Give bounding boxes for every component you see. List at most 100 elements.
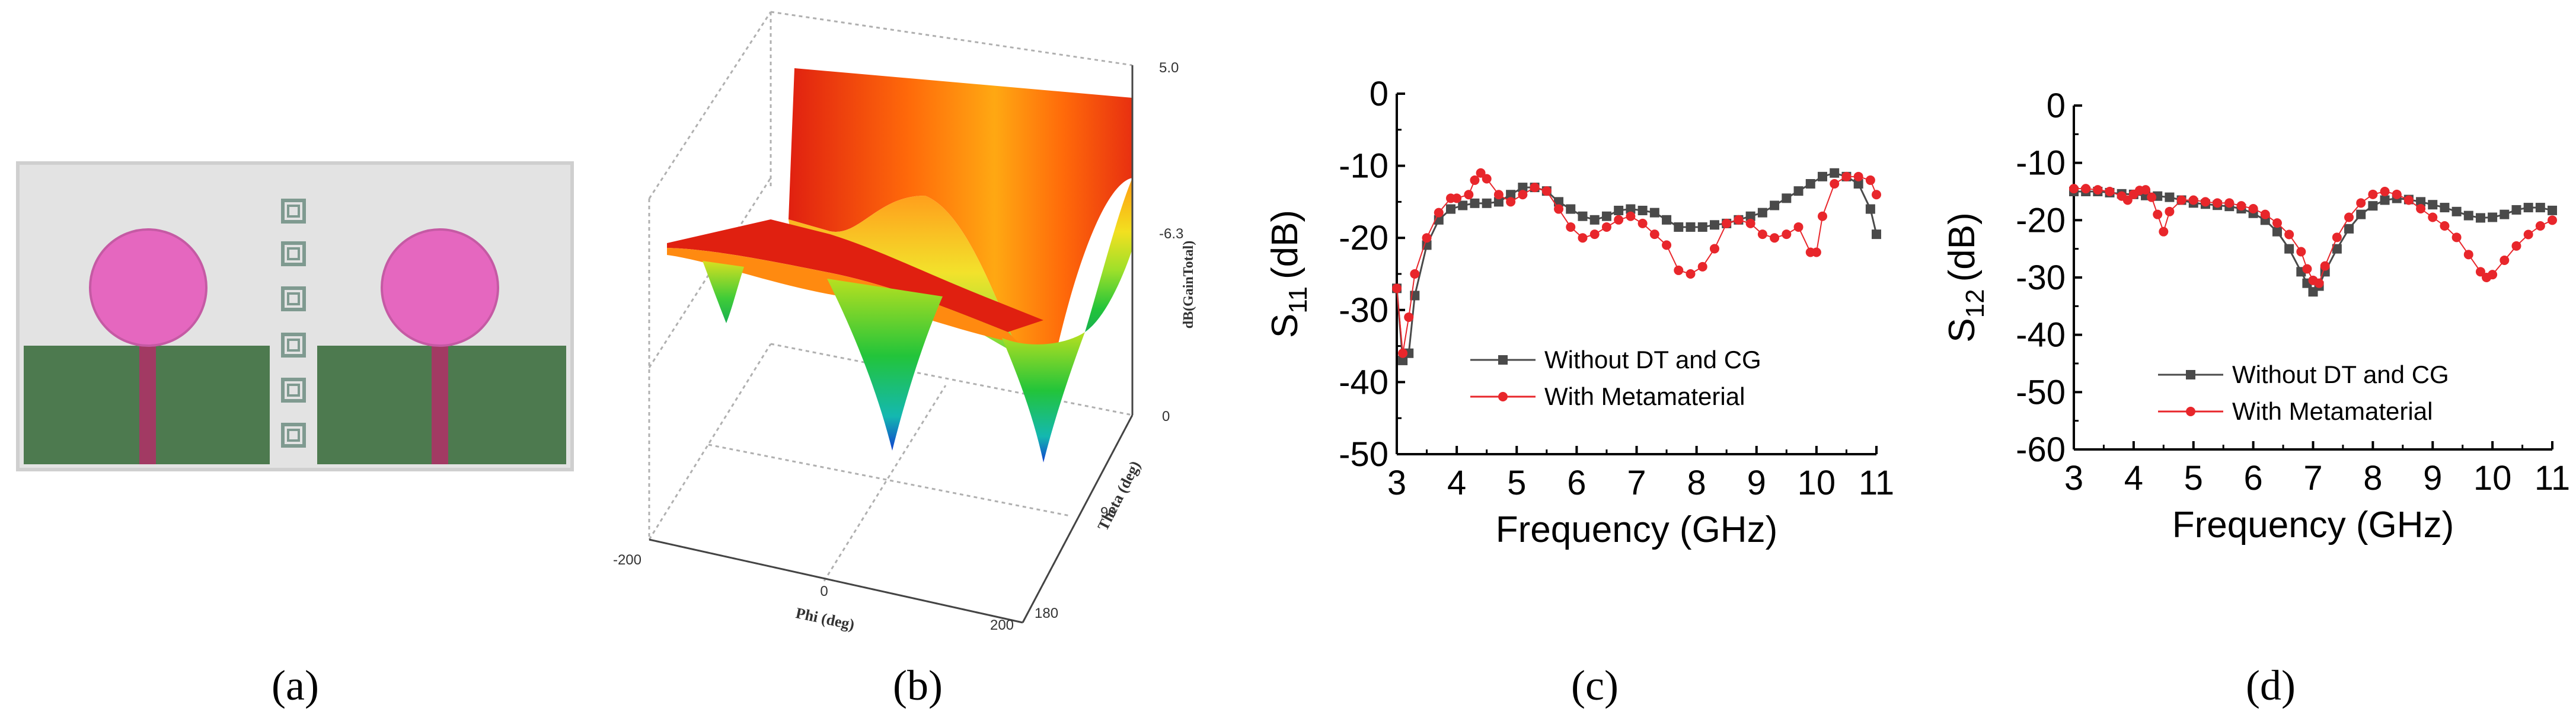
z-tick-label: 5.0 xyxy=(1159,60,1179,76)
data-point xyxy=(1686,222,1696,232)
data-point xyxy=(1649,229,1659,240)
surface-valley-right xyxy=(1002,332,1085,462)
x-tick-label: 3 xyxy=(1387,464,1406,502)
panel-label-a: (a) xyxy=(272,662,319,709)
metamaterial-cell xyxy=(281,333,306,358)
y-axis-title-subscript: 11 xyxy=(1284,286,1313,314)
legend-label: Without DT and CG xyxy=(2232,360,2449,388)
legend-marker xyxy=(2186,370,2195,379)
data-point xyxy=(1697,222,1707,232)
x-tick-label: 7 xyxy=(1627,464,1646,502)
data-point xyxy=(1458,200,1468,210)
data-point xyxy=(2332,232,2342,243)
data-point xyxy=(1686,269,1696,279)
data-point xyxy=(2463,210,2473,221)
y-tick-label: -40 xyxy=(1339,363,1388,401)
circular-patch-left xyxy=(89,228,208,347)
data-point xyxy=(2500,256,2510,265)
data-point xyxy=(1853,171,1863,181)
data-point xyxy=(1853,179,1863,189)
data-point xyxy=(2284,229,2294,240)
data-point xyxy=(1662,240,1672,250)
x-tick-label: 11 xyxy=(1859,464,1894,502)
data-point xyxy=(1398,355,1408,365)
data-point xyxy=(1566,204,1576,214)
y-tick-label: 90 xyxy=(1100,505,1116,521)
data-point xyxy=(2535,221,2545,231)
data-point xyxy=(1566,222,1576,232)
data-point xyxy=(1589,229,1600,240)
x-tick-label: 4 xyxy=(2124,459,2143,497)
data-point xyxy=(2535,203,2545,213)
data-point xyxy=(1817,171,1827,181)
data-point xyxy=(2428,212,2438,222)
y-axis-line xyxy=(1022,414,1134,623)
data-point xyxy=(2344,224,2354,234)
data-point xyxy=(2320,261,2330,271)
antenna-layout-diagram: (a) xyxy=(16,161,574,709)
legend-label: With Metamaterial xyxy=(2232,397,2433,425)
legend-marker xyxy=(1498,355,1508,365)
data-point xyxy=(2488,212,2498,222)
data-point xyxy=(2314,278,2324,288)
s12-chart: (d) 3 4 5 6 7 8 9 10 11 0 -10 -20 -30 -40 -50 -60 Freque… xyxy=(1942,87,2570,709)
y-tick-label: 0 xyxy=(1370,75,1388,113)
x-axis-label: Phi (deg) xyxy=(794,604,856,633)
metamaterial-cell xyxy=(281,378,306,403)
legend-label: Without DT and CG xyxy=(1544,346,1761,374)
data-point xyxy=(2200,197,2210,207)
data-point xyxy=(1452,193,1462,203)
data-point xyxy=(1422,233,1432,243)
data-point xyxy=(2213,198,2223,208)
data-point xyxy=(2488,270,2498,280)
y-axis-title-unit: (dB) xyxy=(1942,212,1983,282)
data-point xyxy=(2500,209,2510,219)
data-point xyxy=(1482,174,1492,184)
x-tick-label: 6 xyxy=(1567,464,1586,502)
legend-marker xyxy=(1498,392,1508,401)
data-point xyxy=(1841,171,1852,181)
metamaterial-cell xyxy=(281,241,306,266)
data-point xyxy=(1554,204,1564,214)
data-point xyxy=(1811,247,1821,257)
data-point xyxy=(1865,204,1875,214)
data-point xyxy=(1674,222,1684,232)
metamaterial-cell xyxy=(281,199,306,224)
data-point xyxy=(1709,220,1719,230)
x-tick-label: 9 xyxy=(1747,464,1766,502)
data-point xyxy=(1830,179,1840,189)
data-point xyxy=(1745,218,1755,228)
data-point xyxy=(1637,218,1648,228)
data-point xyxy=(1782,229,1792,240)
z-axis-label: dB(GainTotal) xyxy=(1181,241,1196,329)
data-point xyxy=(1464,190,1474,200)
data-point xyxy=(2403,195,2414,205)
data-point xyxy=(2428,200,2438,210)
data-point xyxy=(2165,206,2175,216)
y-tick-label: -20 xyxy=(1339,219,1388,257)
data-point xyxy=(1734,215,1744,225)
data-point xyxy=(1757,208,1767,218)
x-tick-label: 5 xyxy=(1507,464,1526,502)
data-point xyxy=(1392,283,1402,293)
data-point xyxy=(1757,229,1767,240)
x-axis-title: Frequency (GHz) xyxy=(1496,509,1777,550)
data-point xyxy=(1872,229,1881,240)
data-point xyxy=(2523,229,2533,240)
data-point xyxy=(1493,190,1504,200)
data-point xyxy=(2356,198,2366,208)
data-point xyxy=(1398,348,1408,358)
data-point xyxy=(1745,211,1755,221)
data-point xyxy=(1662,215,1672,225)
data-point xyxy=(2548,215,2557,225)
data-point xyxy=(1614,215,1624,225)
x-axis-title: Frequency (GHz) xyxy=(2172,505,2454,545)
x-tick-label: 6 xyxy=(2243,459,2262,497)
data-point xyxy=(1578,211,1588,221)
data-point xyxy=(1770,233,1780,243)
panel-label-c: (c) xyxy=(1571,662,1619,709)
x-tick-label: 3 xyxy=(2064,459,2083,497)
data-point xyxy=(1865,175,1875,185)
data-point xyxy=(1422,240,1432,250)
